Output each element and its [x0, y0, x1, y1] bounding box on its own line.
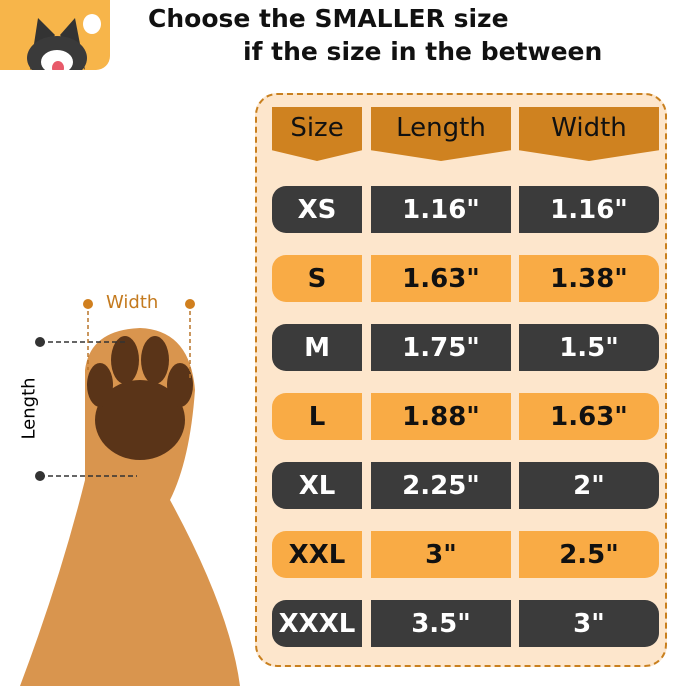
header-width: Width: [519, 107, 659, 161]
cell-width: 1.5": [519, 324, 659, 371]
cell-length: 3.5": [371, 600, 511, 647]
header-length: Length: [371, 107, 511, 161]
length-label: Length: [18, 377, 40, 440]
cell-width: 2": [519, 462, 659, 509]
width-label: Width: [106, 292, 159, 313]
cell-length: 1.88": [371, 393, 511, 440]
cell-length: 1.75": [371, 324, 511, 371]
cell-size: XXL: [272, 531, 362, 578]
cell-size: L: [272, 393, 362, 440]
dog-logo-badge: [0, 0, 110, 80]
header-size: Size: [272, 107, 362, 161]
cell-size: S: [272, 255, 362, 302]
cell-size: XXXL: [272, 600, 362, 647]
cell-width: 2.5": [519, 531, 659, 578]
title-line-2: if the size in the between: [243, 37, 603, 66]
title-line-1: Choose the SMALLER size: [148, 4, 509, 33]
cell-length: 2.25": [371, 462, 511, 509]
dog-face-icon: [27, 14, 101, 80]
cell-width: 1.16": [519, 186, 659, 233]
cell-size: M: [272, 324, 362, 371]
cell-width: 1.38": [519, 255, 659, 302]
size-chart-table: [255, 93, 667, 667]
cell-size: XS: [272, 186, 362, 233]
cell-width: 1.63": [519, 393, 659, 440]
paw-measure-illustration: [20, 299, 240, 686]
cell-size: XL: [272, 462, 362, 509]
cell-length: 1.16": [371, 186, 511, 233]
cell-width: 3": [519, 600, 659, 647]
cell-length: 1.63": [371, 255, 511, 302]
cell-length: 3": [371, 531, 511, 578]
